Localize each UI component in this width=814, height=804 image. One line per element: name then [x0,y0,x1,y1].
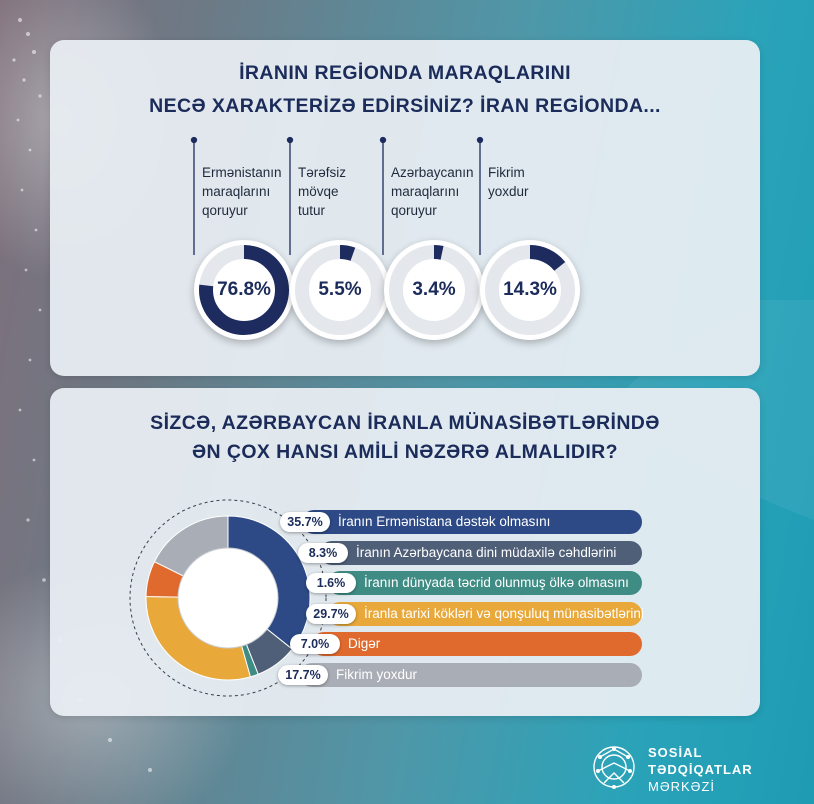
question1-title-line2: NECƏ XARAKTERİZƏ EDİRSİNİZ? İRAN REGİOND… [149,95,661,117]
question2-title-line1: SİZCƏ, AZƏRBAYCAN İRANLA MÜNASİBƏTLƏRİND… [150,412,660,434]
legend-bar-2: İranın dünyada təcrid olunmuş ölkə olmas… [328,571,642,595]
legend-bar-1: İranın Azərbaycana dini müdaxilə cəhdlər… [320,540,642,565]
pie-chart [129,499,327,697]
q1-ring-arc-2 [389,245,479,335]
legend-percent-3: 29.7% [306,603,356,624]
q1-ring-2: 3.4% [384,240,484,340]
logo-text-line1: SOSİAL [648,745,703,760]
legend-percent-5: 17.7% [278,664,328,685]
question1-panel: İRANIN REGİONDA MARAQLARINI NECƏ XARAKTE… [50,40,760,376]
logo-text-line2: TƏDQİQATLAR [648,762,753,777]
q1-ring-3: 14.3% [480,240,580,340]
q1-ring-0: 76.8% [194,240,294,340]
legend-bar-3: İranla tarixi kökləri və qonşuluq münasi… [328,601,644,626]
legend-percent-4: 7.0% [290,634,340,654]
legend-percent-0: 35.7% [280,512,330,532]
q1-ring-arc-1 [295,245,385,335]
question1-title-line1: İRANIN REGİONDA MARAQLARINI [239,62,571,84]
logo-text-line3: MƏRKƏZİ [648,779,716,794]
q1-ring-arc-3 [485,245,575,335]
legend-bar-5: Fikrim yoxdur [300,662,642,687]
legend-percent-1: 8.3% [298,542,348,563]
q1-percent-1: 5.5% [318,279,362,300]
pie-center-hole [177,547,279,649]
q1-connector-lines [190,136,484,255]
logo-icon [593,746,635,789]
legend-bar-4: Digər [312,632,642,656]
q1-ring-1: 5.5% [290,240,390,340]
q1-label-0: Ermənistanın maraqlarını qoruyur [202,165,282,218]
legend-bar-0: İranın Ermənistana dəstək olmasını [302,510,642,534]
legend-percent-2: 1.6% [306,573,356,593]
q1-label-2: Azərbaycanın maraqlarını qoruyur [391,165,474,218]
q1-label-3: Fikrim yoxdur [488,165,529,199]
question2-title-line2: ƏN ÇOX HANSI AMİLİ NƏZƏRƏ ALMALIDIR? [192,441,618,463]
q1-percent-0: 76.8% [217,279,271,300]
question2-panel: SİZCƏ, AZƏRBAYCAN İRANLA MÜNASİBƏTLƏRİND… [50,388,760,716]
q1-ring-arc-0 [199,245,289,335]
q1-percent-2: 3.4% [412,279,456,300]
q1-percent-3: 14.3% [503,279,557,300]
q1-label-1: Tərəfsiz mövqe tutur [298,165,347,218]
